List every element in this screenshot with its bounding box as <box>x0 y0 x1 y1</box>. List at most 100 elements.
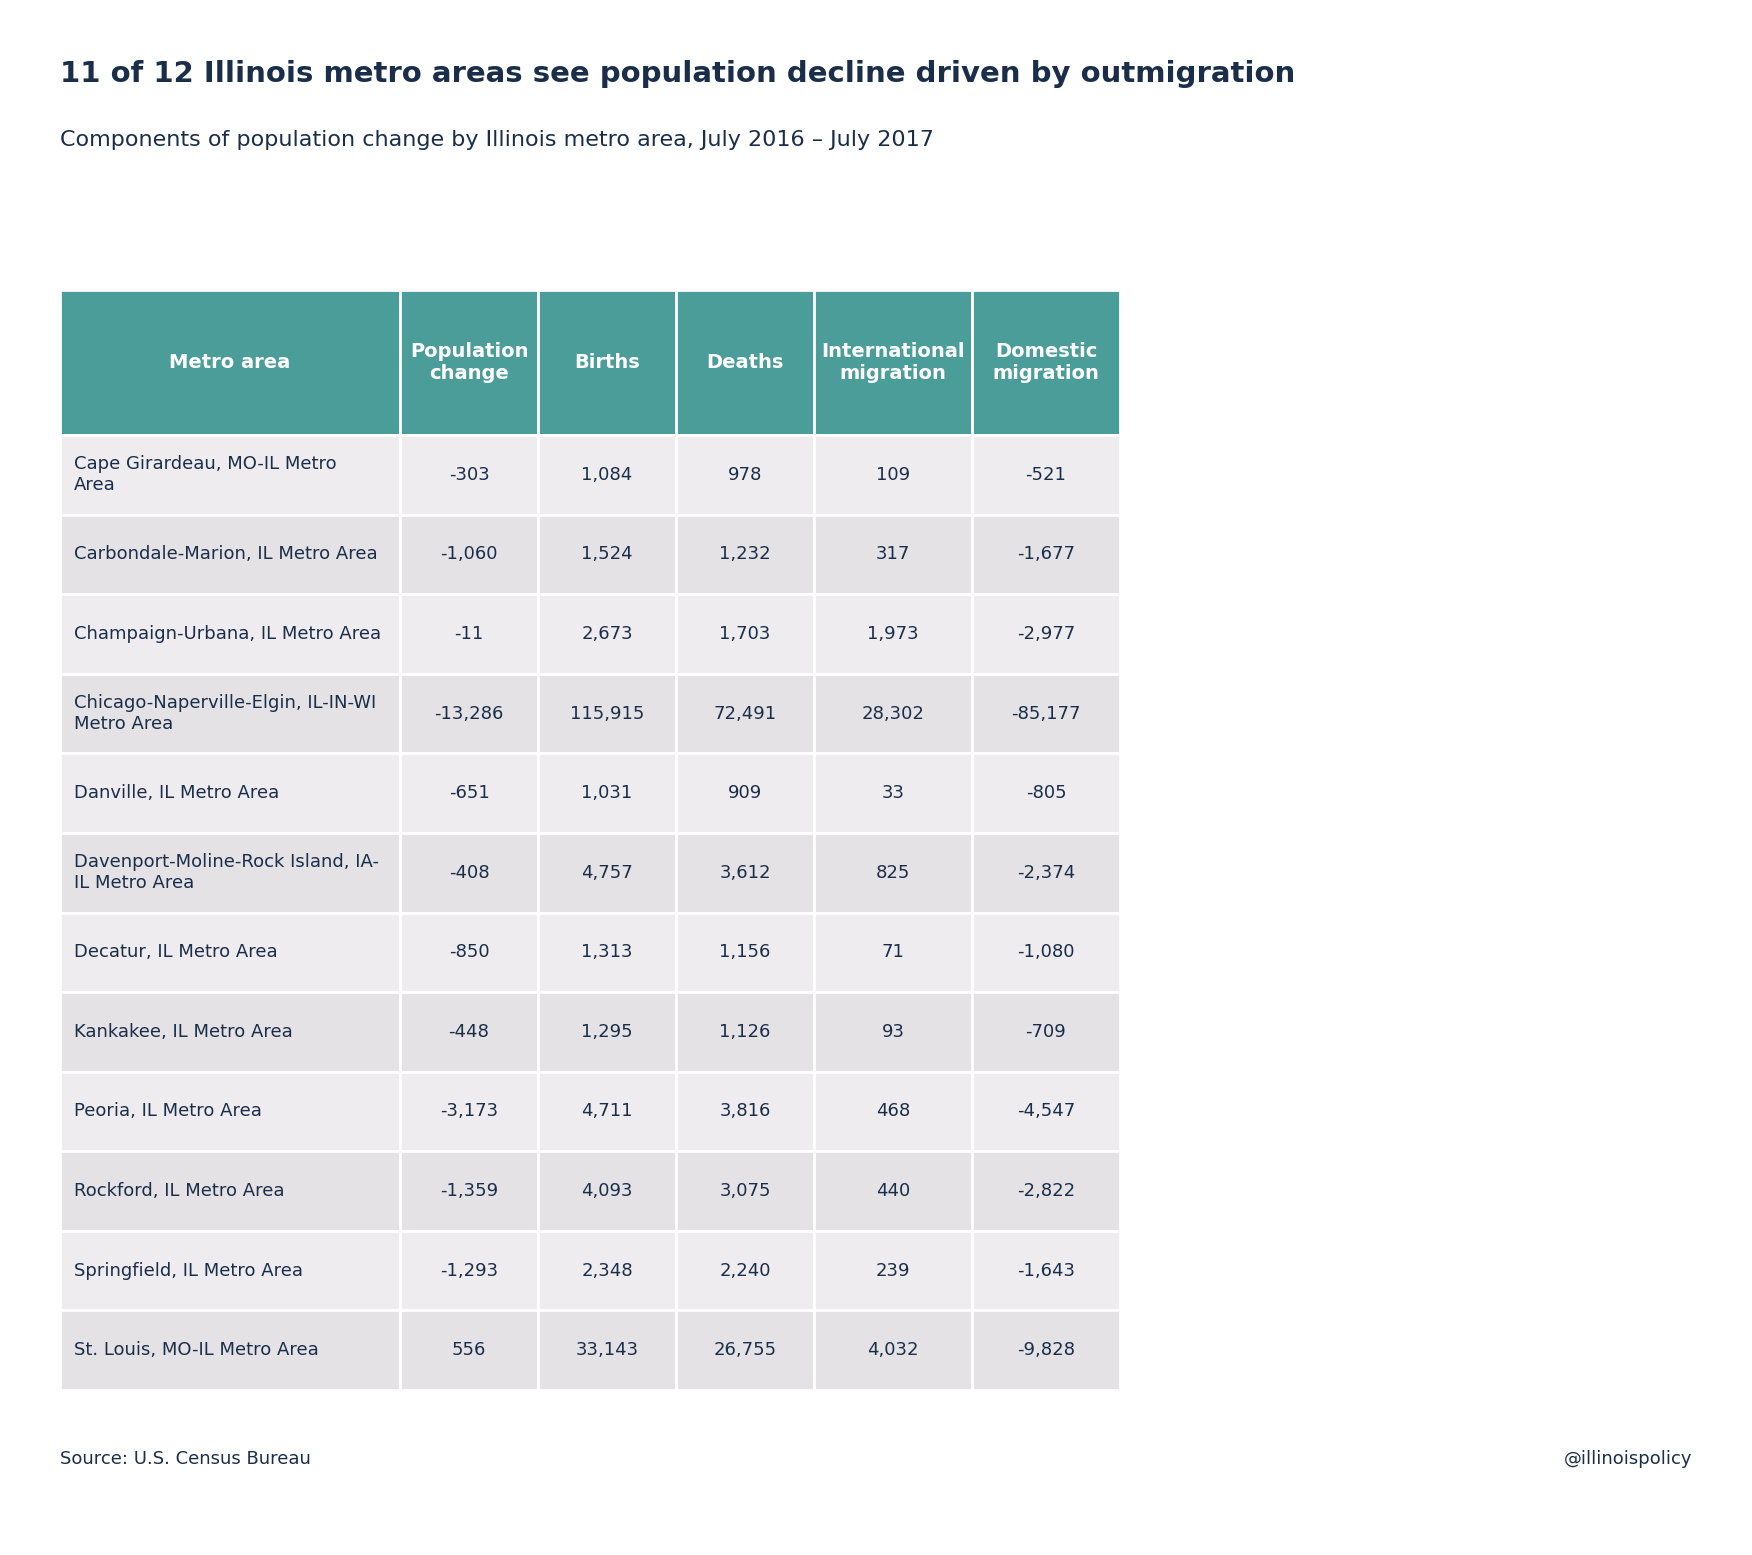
Bar <box>538 435 676 515</box>
Bar <box>538 594 676 673</box>
Text: 72,491: 72,491 <box>713 704 776 723</box>
Text: 1,156: 1,156 <box>720 944 771 961</box>
Text: -408: -408 <box>449 863 489 882</box>
Text: St. Louis, MO-IL Metro Area: St. Louis, MO-IL Metro Area <box>74 1342 319 1359</box>
Text: Metro area: Metro area <box>170 353 291 372</box>
Bar <box>60 673 399 753</box>
Text: Champaign-Urbana, IL Metro Area: Champaign-Urbana, IL Metro Area <box>74 625 382 642</box>
Bar <box>815 673 972 753</box>
Text: -1,677: -1,677 <box>1016 546 1076 563</box>
Text: 239: 239 <box>876 1261 911 1280</box>
Text: International
migration: International migration <box>822 342 965 383</box>
Text: -2,374: -2,374 <box>1016 863 1076 882</box>
Text: Springfield, IL Metro Area: Springfield, IL Metro Area <box>74 1261 303 1280</box>
Text: 2,240: 2,240 <box>720 1261 771 1280</box>
Text: 1,232: 1,232 <box>718 546 771 563</box>
Bar <box>972 753 1120 833</box>
Bar <box>815 594 972 673</box>
Bar <box>60 833 399 913</box>
Bar <box>60 1311 399 1390</box>
Bar <box>60 753 399 833</box>
Bar <box>399 1151 538 1232</box>
Bar <box>399 673 538 753</box>
Text: 115,915: 115,915 <box>569 704 645 723</box>
Bar <box>972 1311 1120 1390</box>
Bar <box>676 753 815 833</box>
Bar <box>538 913 676 992</box>
Text: 3,816: 3,816 <box>720 1102 771 1121</box>
Bar <box>676 515 815 594</box>
Bar <box>972 673 1120 753</box>
Bar <box>676 594 815 673</box>
Text: -651: -651 <box>449 784 489 802</box>
Bar <box>815 289 972 435</box>
Text: Cape Girardeau, MO-IL Metro
Area: Cape Girardeau, MO-IL Metro Area <box>74 456 336 494</box>
Bar <box>399 1071 538 1151</box>
Bar <box>676 992 815 1071</box>
Bar <box>60 515 399 594</box>
Bar <box>972 1151 1120 1232</box>
Bar <box>399 913 538 992</box>
Text: -4,547: -4,547 <box>1016 1102 1076 1121</box>
Text: Carbondale-Marion, IL Metro Area: Carbondale-Marion, IL Metro Area <box>74 546 378 563</box>
Bar <box>676 435 815 515</box>
Text: 1,084: 1,084 <box>582 466 632 484</box>
Text: Components of population change by Illinois metro area, July 2016 – July 2017: Components of population change by Illin… <box>60 131 934 149</box>
Text: 317: 317 <box>876 546 911 563</box>
Text: -521: -521 <box>1025 466 1067 484</box>
Text: -448: -448 <box>449 1023 489 1040</box>
Text: 109: 109 <box>876 466 909 484</box>
Text: 28,302: 28,302 <box>862 704 925 723</box>
Bar <box>399 1232 538 1311</box>
Bar <box>538 753 676 833</box>
Text: -709: -709 <box>1025 1023 1067 1040</box>
Text: Rockford, IL Metro Area: Rockford, IL Metro Area <box>74 1182 284 1200</box>
Text: Births: Births <box>575 353 639 372</box>
Text: Source: U.S. Census Bureau: Source: U.S. Census Bureau <box>60 1449 310 1468</box>
Text: -13,286: -13,286 <box>434 704 503 723</box>
Bar <box>676 1232 815 1311</box>
Text: 33: 33 <box>881 784 904 802</box>
Text: 978: 978 <box>727 466 762 484</box>
Text: 2,348: 2,348 <box>582 1261 632 1280</box>
Bar <box>399 594 538 673</box>
Bar <box>538 1071 676 1151</box>
Text: 3,612: 3,612 <box>720 863 771 882</box>
Bar <box>538 289 676 435</box>
Bar <box>538 1311 676 1390</box>
Text: 2,673: 2,673 <box>582 625 632 642</box>
Text: -850: -850 <box>449 944 489 961</box>
Bar <box>815 515 972 594</box>
Text: 1,973: 1,973 <box>867 625 918 642</box>
Bar <box>399 515 538 594</box>
Text: -1,060: -1,060 <box>440 546 498 563</box>
Text: Davenport-Moline-Rock Island, IA-
IL Metro Area: Davenport-Moline-Rock Island, IA- IL Met… <box>74 854 378 893</box>
Bar <box>60 1151 399 1232</box>
Bar <box>538 833 676 913</box>
Text: 11 of 12 Illinois metro areas see population decline driven by outmigration: 11 of 12 Illinois metro areas see popula… <box>60 61 1295 89</box>
Text: 556: 556 <box>452 1342 487 1359</box>
Bar <box>815 753 972 833</box>
Text: -85,177: -85,177 <box>1011 704 1081 723</box>
Bar <box>815 1071 972 1151</box>
Text: -1,080: -1,080 <box>1018 944 1074 961</box>
Bar <box>972 515 1120 594</box>
Bar <box>538 1232 676 1311</box>
Text: 825: 825 <box>876 863 911 882</box>
Bar <box>815 913 972 992</box>
Bar <box>399 833 538 913</box>
Bar <box>676 1151 815 1232</box>
Bar <box>972 435 1120 515</box>
Text: 3,075: 3,075 <box>720 1182 771 1200</box>
Bar <box>815 435 972 515</box>
Bar <box>676 673 815 753</box>
Bar <box>60 913 399 992</box>
Bar <box>538 673 676 753</box>
Text: 93: 93 <box>881 1023 904 1040</box>
Text: Domestic
migration: Domestic migration <box>993 342 1100 383</box>
Bar <box>815 992 972 1071</box>
Bar <box>399 1311 538 1390</box>
Text: 4,711: 4,711 <box>582 1102 632 1121</box>
Bar <box>676 289 815 435</box>
Bar <box>972 289 1120 435</box>
